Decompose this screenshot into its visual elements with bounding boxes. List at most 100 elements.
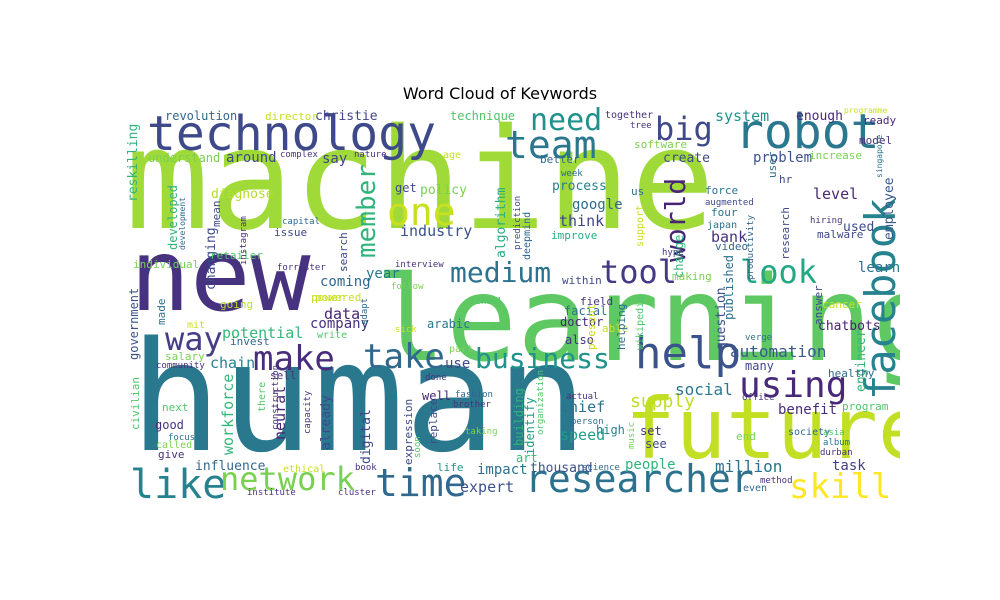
word-employee: employee: [882, 177, 897, 240]
word-individual: individual: [133, 258, 199, 271]
word-researcher: researcher: [525, 457, 754, 500]
word-durban: durban: [820, 448, 853, 458]
word-instagram: instagram: [239, 216, 249, 265]
word-tree: tree: [630, 121, 652, 131]
word-learn: learn: [858, 260, 900, 276]
word-support: support: [635, 205, 646, 247]
word-productivity: productivity: [746, 214, 756, 280]
word-influence: influence: [195, 459, 266, 474]
word-fashion: fashion: [455, 390, 493, 400]
word-see: see: [645, 437, 667, 451]
word-music: music: [627, 422, 637, 449]
word-tool: tool: [600, 253, 677, 291]
word-hiring: hiring: [810, 216, 843, 226]
word-mit: mit: [187, 320, 205, 331]
word-chief: chief: [560, 398, 605, 416]
word-hr: hr: [779, 173, 793, 186]
word-software: software: [634, 138, 687, 151]
word-good: good: [155, 418, 184, 432]
word-help: help: [635, 328, 741, 379]
word-augmented: augmented: [705, 198, 754, 208]
word-world: world: [659, 178, 692, 262]
word-forrester: forrester: [277, 263, 326, 273]
word-society: society: [788, 427, 830, 438]
word-community: community: [156, 361, 205, 371]
word-medium: medium: [450, 256, 551, 289]
word-million: million: [715, 457, 782, 476]
word-wikipedia: wikipedia: [635, 296, 646, 350]
word-use: use: [445, 356, 470, 372]
word-asia: asia: [823, 428, 845, 438]
word-supply: supply: [630, 391, 695, 412]
word-within: within: [562, 274, 602, 287]
word-potential: potential: [222, 324, 303, 342]
word-four: four: [711, 206, 738, 219]
word-automation: automation: [730, 342, 826, 361]
word-soon: soon: [413, 436, 423, 458]
word-new: new: [130, 217, 311, 334]
word-facial: facial: [564, 304, 607, 318]
word-set: set: [640, 424, 662, 438]
word-institute: institute: [247, 488, 296, 498]
word-called: called: [156, 440, 192, 451]
word-japan: japan: [707, 220, 737, 231]
word-using: using: [739, 365, 847, 406]
word-one: one: [387, 190, 456, 234]
word-coming: coming: [320, 274, 371, 290]
word-enough: enough: [796, 109, 843, 124]
word-improve: improve: [551, 229, 597, 242]
word-way: way: [165, 320, 223, 358]
word-brother: brother: [453, 400, 492, 410]
word-question: question: [714, 287, 729, 350]
word-going: going: [220, 298, 253, 311]
word-person: person: [571, 417, 604, 427]
word-actual: actual: [566, 392, 599, 402]
word-think: think: [559, 212, 604, 230]
word-problem: problem: [753, 150, 812, 166]
word-science: science: [582, 463, 620, 473]
word-bank: bank: [711, 228, 747, 246]
word-also: also: [565, 333, 594, 347]
word-machine: machine: [125, 100, 715, 262]
word-cancer: cancer: [822, 298, 862, 311]
word-research: research: [779, 207, 792, 260]
word-us: us: [631, 185, 644, 198]
word-process: process: [552, 179, 607, 194]
word-making: making: [672, 270, 712, 283]
word-impact: impact: [477, 462, 528, 478]
word-already: already: [319, 395, 334, 450]
word-life: life: [437, 461, 464, 474]
word-expert: expert: [460, 478, 514, 496]
word-prediction: prediction: [513, 196, 523, 250]
word-week: week: [561, 169, 583, 179]
word-nature: nature: [354, 150, 387, 160]
word-even: even: [743, 483, 767, 494]
word-get: get: [395, 181, 417, 195]
word-algorithm: algorithm: [494, 187, 509, 258]
word-age: age: [443, 150, 461, 161]
word-well: well: [422, 389, 451, 403]
word-chain: chain: [210, 354, 255, 372]
word-future: future: [625, 380, 900, 478]
word-policy: policy: [420, 183, 467, 198]
word-data: data: [324, 305, 360, 323]
word-replace: replace: [427, 399, 440, 445]
word-increase: increase: [809, 149, 862, 162]
word-expression: expression: [402, 399, 415, 465]
word-human: human: [130, 309, 588, 486]
word-level: level: [813, 185, 858, 203]
word-school: school: [470, 297, 503, 307]
word-art: art: [516, 451, 538, 465]
word-write: write: [317, 330, 347, 341]
word-ethical: ethical: [283, 464, 325, 475]
word-around: around: [226, 150, 277, 166]
word-learning: learning: [375, 250, 900, 388]
word-method: method: [760, 476, 793, 486]
word-make: make: [253, 339, 335, 379]
word-healthy: healthy: [828, 367, 875, 380]
word-cloud: machine human learning new future technology r…: [125, 100, 900, 500]
word-many: many: [745, 359, 774, 373]
word-published: published: [722, 255, 736, 320]
word-network: network: [220, 460, 355, 498]
